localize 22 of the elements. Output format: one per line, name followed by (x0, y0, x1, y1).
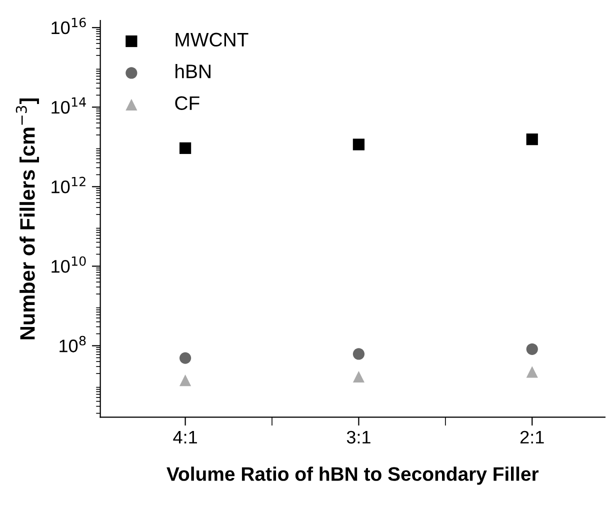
y-tick-label: 10$^{10}$ (52, 256, 86, 273)
x-tick-label: 4:1 (173, 431, 197, 444)
y-tick-label: 10$^{16}$ (52, 18, 86, 34)
point (179, 374, 192, 386)
point (526, 134, 538, 146)
point (179, 352, 192, 364)
y-tick-label: 10$^{12}$ (52, 176, 86, 194)
point (352, 348, 365, 360)
y-tick-label: 10$^{8}$ (60, 336, 86, 352)
point (526, 366, 538, 378)
x-axis-title: Volume Ratio of hBN to Secondary Filler (166, 466, 539, 485)
point (352, 138, 365, 150)
legend-label: CF (175, 96, 200, 110)
point (179, 142, 192, 154)
x-tick-label: 3:1 (346, 430, 370, 444)
point (352, 370, 365, 383)
y-tick-label: 10$^{14}$ (52, 97, 86, 114)
legend-label: hBN (176, 64, 210, 78)
legend-label: MWCNT (176, 32, 248, 47)
point (526, 343, 538, 355)
y-axis-title: Number of Fillers [cm$^{−3}$] (16, 98, 39, 340)
x-tick-label: 2:1 (520, 430, 544, 444)
